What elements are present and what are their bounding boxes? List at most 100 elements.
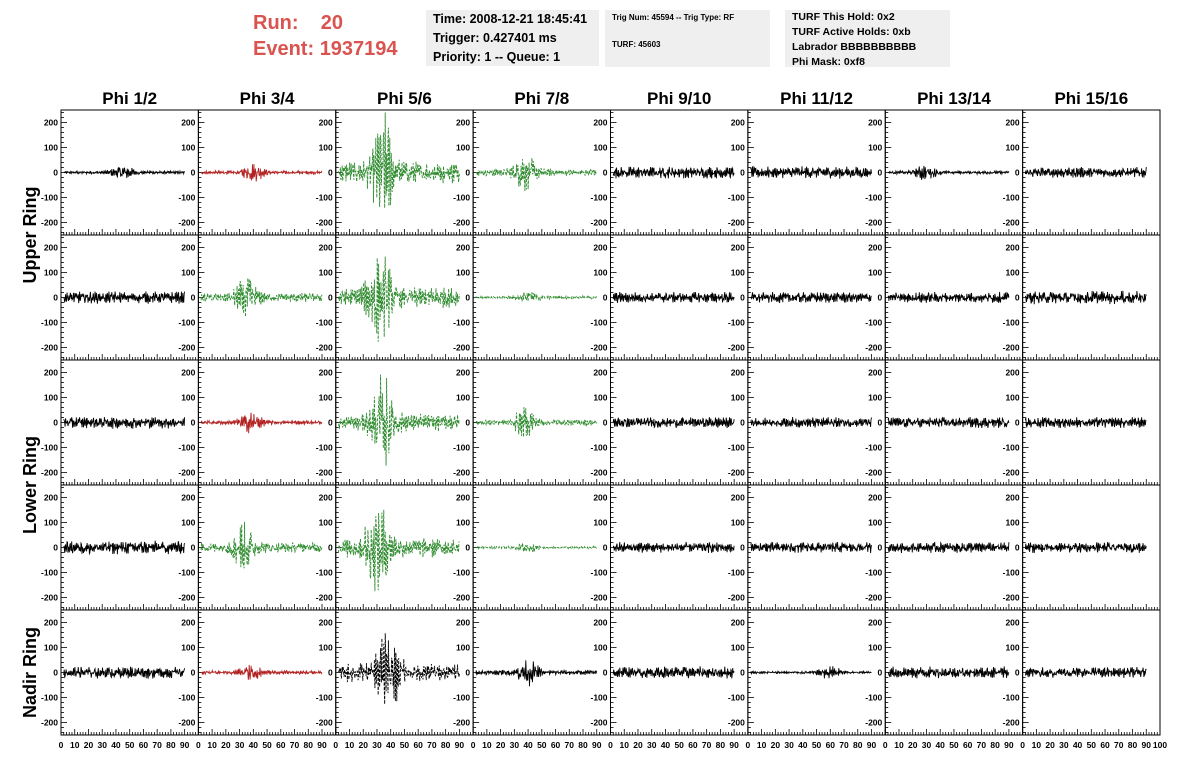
y-tick-label: 200: [593, 493, 607, 503]
y-tick-label: -100: [728, 318, 745, 328]
y-tick-label: -200: [865, 343, 882, 353]
y-tick-label: 0: [1015, 418, 1020, 428]
waveform-trace: [63, 666, 186, 680]
y-tick-label: -100: [453, 318, 470, 328]
y-tick-label: 100: [731, 518, 745, 528]
y-tick-label: 100: [319, 643, 333, 653]
y-tick-label: -200: [453, 468, 470, 478]
y-tick-label: -100: [41, 193, 58, 203]
column-header: Phi 9/10: [647, 89, 711, 108]
y-tick-label: -200: [453, 343, 470, 353]
y-tick-label: -100: [41, 568, 58, 578]
y-tick-label: -100: [590, 443, 607, 453]
y-tick-label: -200: [41, 593, 58, 603]
y-tick-label: -100: [728, 193, 745, 203]
x-tick-label: 30: [510, 740, 520, 750]
x-tick-label: 0: [746, 740, 751, 750]
x-tick-label: 40: [935, 740, 945, 750]
y-tick-label: 100: [593, 268, 607, 278]
turf-hold-line: TURF This Hold: 0x2: [792, 11, 895, 23]
y-tick-label: -100: [316, 193, 333, 203]
x-tick-label: 70: [977, 740, 987, 750]
y-tick-label: -100: [590, 193, 607, 203]
x-tick-label: 10: [482, 740, 492, 750]
y-tick-label: -100: [316, 568, 333, 578]
y-tick-label: 200: [868, 243, 882, 253]
y-tick-label: 0: [328, 668, 333, 678]
y-tick-label: 200: [456, 618, 470, 628]
waveform-trace: [750, 541, 872, 554]
waveform-trace: [475, 407, 598, 438]
y-tick-label: 200: [593, 368, 607, 378]
x-tick-label: 30: [372, 740, 382, 750]
y-tick-label: -200: [453, 593, 470, 603]
y-tick-label: -200: [178, 468, 195, 478]
y-tick-label: 0: [191, 293, 196, 303]
y-tick-label: 200: [1005, 243, 1019, 253]
x-tick-label: 60: [276, 740, 286, 750]
y-tick-label: 200: [456, 368, 470, 378]
y-tick-label: -200: [41, 468, 58, 478]
x-tick-label: 60: [963, 740, 973, 750]
y-tick-label: 100: [44, 643, 58, 653]
x-tick-label: 80: [853, 740, 863, 750]
y-tick-label: 100: [593, 393, 607, 403]
waveform-trace: [1024, 417, 1147, 429]
y-tick-label: -100: [590, 318, 607, 328]
y-tick-label: -200: [590, 218, 607, 228]
y-tick-label: -200: [453, 218, 470, 228]
y-tick-label: -100: [178, 568, 195, 578]
waveform-trace: [338, 509, 460, 592]
y-tick-label: 100: [456, 518, 470, 528]
x-tick-label: 90: [867, 740, 877, 750]
y-tick-label: 200: [1005, 118, 1019, 128]
y-tick-label: -200: [728, 468, 745, 478]
y-tick-label: 0: [465, 418, 470, 428]
y-tick-label: -100: [865, 568, 882, 578]
y-tick-label: -100: [453, 443, 470, 453]
y-tick-label: 0: [740, 543, 745, 553]
x-tick-label: 0: [196, 740, 201, 750]
y-tick-label: 200: [181, 118, 195, 128]
x-tick-label: 10: [757, 740, 767, 750]
priority-line: Priority: 1 -- Queue: 1: [433, 50, 561, 64]
y-tick-label: -100: [453, 568, 470, 578]
x-tick-label: 90: [180, 740, 190, 750]
y-tick-label: -100: [178, 693, 195, 703]
x-tick-label: 50: [125, 740, 135, 750]
waveform-trace: [887, 541, 1010, 554]
waveform-trace: [63, 417, 186, 430]
y-tick-label: -100: [178, 443, 195, 453]
y-tick-label: 200: [1005, 368, 1019, 378]
y-tick-label: -100: [865, 693, 882, 703]
y-tick-label: 200: [456, 118, 470, 128]
y-tick-label: 200: [44, 368, 58, 378]
y-tick-label: -200: [316, 593, 333, 603]
y-tick-label: -200: [590, 468, 607, 478]
y-tick-label: 0: [328, 543, 333, 553]
y-tick-label: 100: [1005, 643, 1019, 653]
y-tick-label: 200: [181, 368, 195, 378]
waveform-trace: [200, 412, 323, 434]
y-tick-label: 0: [1015, 668, 1020, 678]
y-tick-label: 100: [731, 393, 745, 403]
y-tick-label: 200: [319, 618, 333, 628]
y-tick-label: 100: [319, 268, 333, 278]
y-tick-label: -100: [728, 693, 745, 703]
y-tick-label: 100: [456, 143, 470, 153]
y-tick-label: 100: [593, 518, 607, 528]
y-tick-label: 0: [878, 543, 883, 553]
y-tick-label: 100: [181, 518, 195, 528]
y-tick-label: -100: [1003, 443, 1020, 453]
y-tick-label: 200: [593, 618, 607, 628]
x-tick-label: 90: [1142, 740, 1152, 750]
y-tick-label: 100: [181, 268, 195, 278]
run-label: Run:: [253, 12, 299, 34]
event-label: Event:: [253, 38, 315, 60]
waveform-trace: [612, 542, 735, 554]
x-tick-label: 60: [139, 740, 149, 750]
y-tick-label: 200: [44, 493, 58, 503]
y-tick-label: 100: [1005, 268, 1019, 278]
x-tick-label: 60: [413, 740, 423, 750]
y-tick-label: 0: [465, 668, 470, 678]
